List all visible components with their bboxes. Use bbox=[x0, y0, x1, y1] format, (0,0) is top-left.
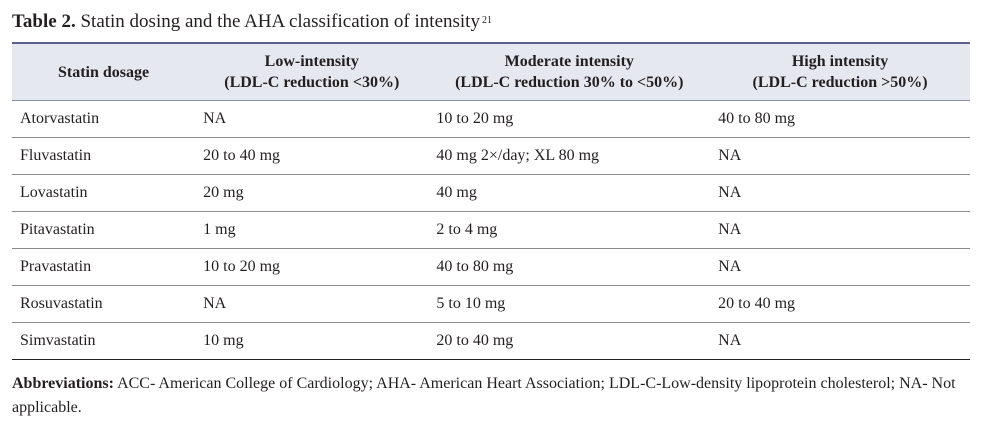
cell-statin-name: Pravastatin bbox=[12, 248, 196, 286]
cell-high-intensity: NA bbox=[710, 248, 970, 286]
header-high-intensity: High intensity (LDL-C reduction >50%) bbox=[710, 42, 970, 101]
header-moderate-intensity: Moderate intensity (LDL-C reduction 30% … bbox=[428, 42, 711, 101]
header-title: Statin dosage bbox=[58, 63, 150, 81]
cell-high-intensity: 20 to 40 mg bbox=[710, 285, 970, 323]
header-title: Low-intensity bbox=[264, 53, 359, 70]
cell-high-intensity: 40 to 80 mg bbox=[710, 100, 970, 138]
cell-statin-name: Atorvastatin bbox=[12, 100, 196, 138]
header-low-intensity: Low-intensity (LDL-C reduction <30%) bbox=[195, 42, 429, 101]
cell-high-intensity: NA bbox=[710, 211, 970, 249]
table-row: Rosuvastatin NA 5 to 10 mg 20 to 40 mg bbox=[12, 285, 970, 323]
header-subtitle: (LDL-C reduction <30%) bbox=[224, 74, 400, 91]
cell-moderate-intensity: 40 mg bbox=[428, 174, 711, 212]
table-footnote: Abbreviations: ACC- American College of … bbox=[12, 372, 977, 420]
cell-low-intensity: NA bbox=[195, 100, 429, 138]
statin-dosing-table: Statin dosage Low-intensity (LDL-C reduc… bbox=[12, 42, 970, 360]
cell-low-intensity: 1 mg bbox=[195, 211, 429, 249]
table-row: Pitavastatin 1 mg 2 to 4 mg NA bbox=[12, 211, 970, 249]
header-statin-dosage: Statin dosage bbox=[12, 42, 196, 101]
cell-moderate-intensity: 20 to 40 mg bbox=[428, 322, 711, 360]
table-row: Fluvastatin 20 to 40 mg 40 mg 2×/day; XL… bbox=[12, 137, 970, 175]
cell-high-intensity: NA bbox=[710, 174, 970, 212]
table-header-row: Statin dosage Low-intensity (LDL-C reduc… bbox=[12, 42, 970, 101]
table-row: Simvastatin 10 mg 20 to 40 mg NA bbox=[12, 322, 970, 360]
cell-moderate-intensity: 10 to 20 mg bbox=[428, 100, 711, 138]
cell-moderate-intensity: 40 to 80 mg bbox=[428, 248, 711, 286]
cell-low-intensity: 20 to 40 mg bbox=[195, 137, 429, 175]
footnote-label: Abbreviations: bbox=[12, 375, 114, 392]
table-row: Pravastatin 10 to 20 mg 40 to 80 mg NA bbox=[12, 248, 970, 286]
cell-high-intensity: NA bbox=[710, 137, 970, 175]
cell-statin-name: Simvastatin bbox=[12, 322, 196, 360]
reference-superscript: 21 bbox=[481, 15, 492, 26]
cell-low-intensity: 20 mg bbox=[195, 174, 429, 212]
table-row: Lovastatin 20 mg 40 mg NA bbox=[12, 174, 970, 212]
table-number: Table 2. bbox=[12, 11, 76, 32]
cell-moderate-intensity: 5 to 10 mg bbox=[428, 285, 711, 323]
header-subtitle: (LDL-C reduction 30% to <50%) bbox=[455, 74, 684, 91]
cell-low-intensity: NA bbox=[195, 285, 429, 323]
header-subtitle: (LDL-C reduction >50%) bbox=[752, 74, 928, 91]
table-title: Statin dosing and the AHA classification… bbox=[80, 11, 480, 32]
header-title: High intensity bbox=[791, 53, 889, 70]
cell-statin-name: Pitavastatin bbox=[12, 211, 196, 249]
cell-statin-name: Lovastatin bbox=[12, 174, 196, 212]
cell-low-intensity: 10 to 20 mg bbox=[195, 248, 429, 286]
cell-low-intensity: 10 mg bbox=[195, 322, 429, 360]
footnote-text: ACC- American College of Cardiology; AHA… bbox=[12, 375, 956, 416]
header-title: Moderate intensity bbox=[504, 53, 634, 70]
cell-statin-name: Fluvastatin bbox=[12, 137, 196, 175]
table-caption: Table 2. Statin dosing and the AHA class… bbox=[12, 10, 492, 37]
cell-statin-name: Rosuvastatin bbox=[12, 285, 196, 323]
cell-high-intensity: NA bbox=[710, 322, 970, 360]
cell-moderate-intensity: 2 to 4 mg bbox=[428, 211, 711, 249]
table-row: Atorvastatin NA 10 to 20 mg 40 to 80 mg bbox=[12, 100, 970, 138]
cell-moderate-intensity: 40 mg 2×/day; XL 80 mg bbox=[428, 137, 711, 175]
